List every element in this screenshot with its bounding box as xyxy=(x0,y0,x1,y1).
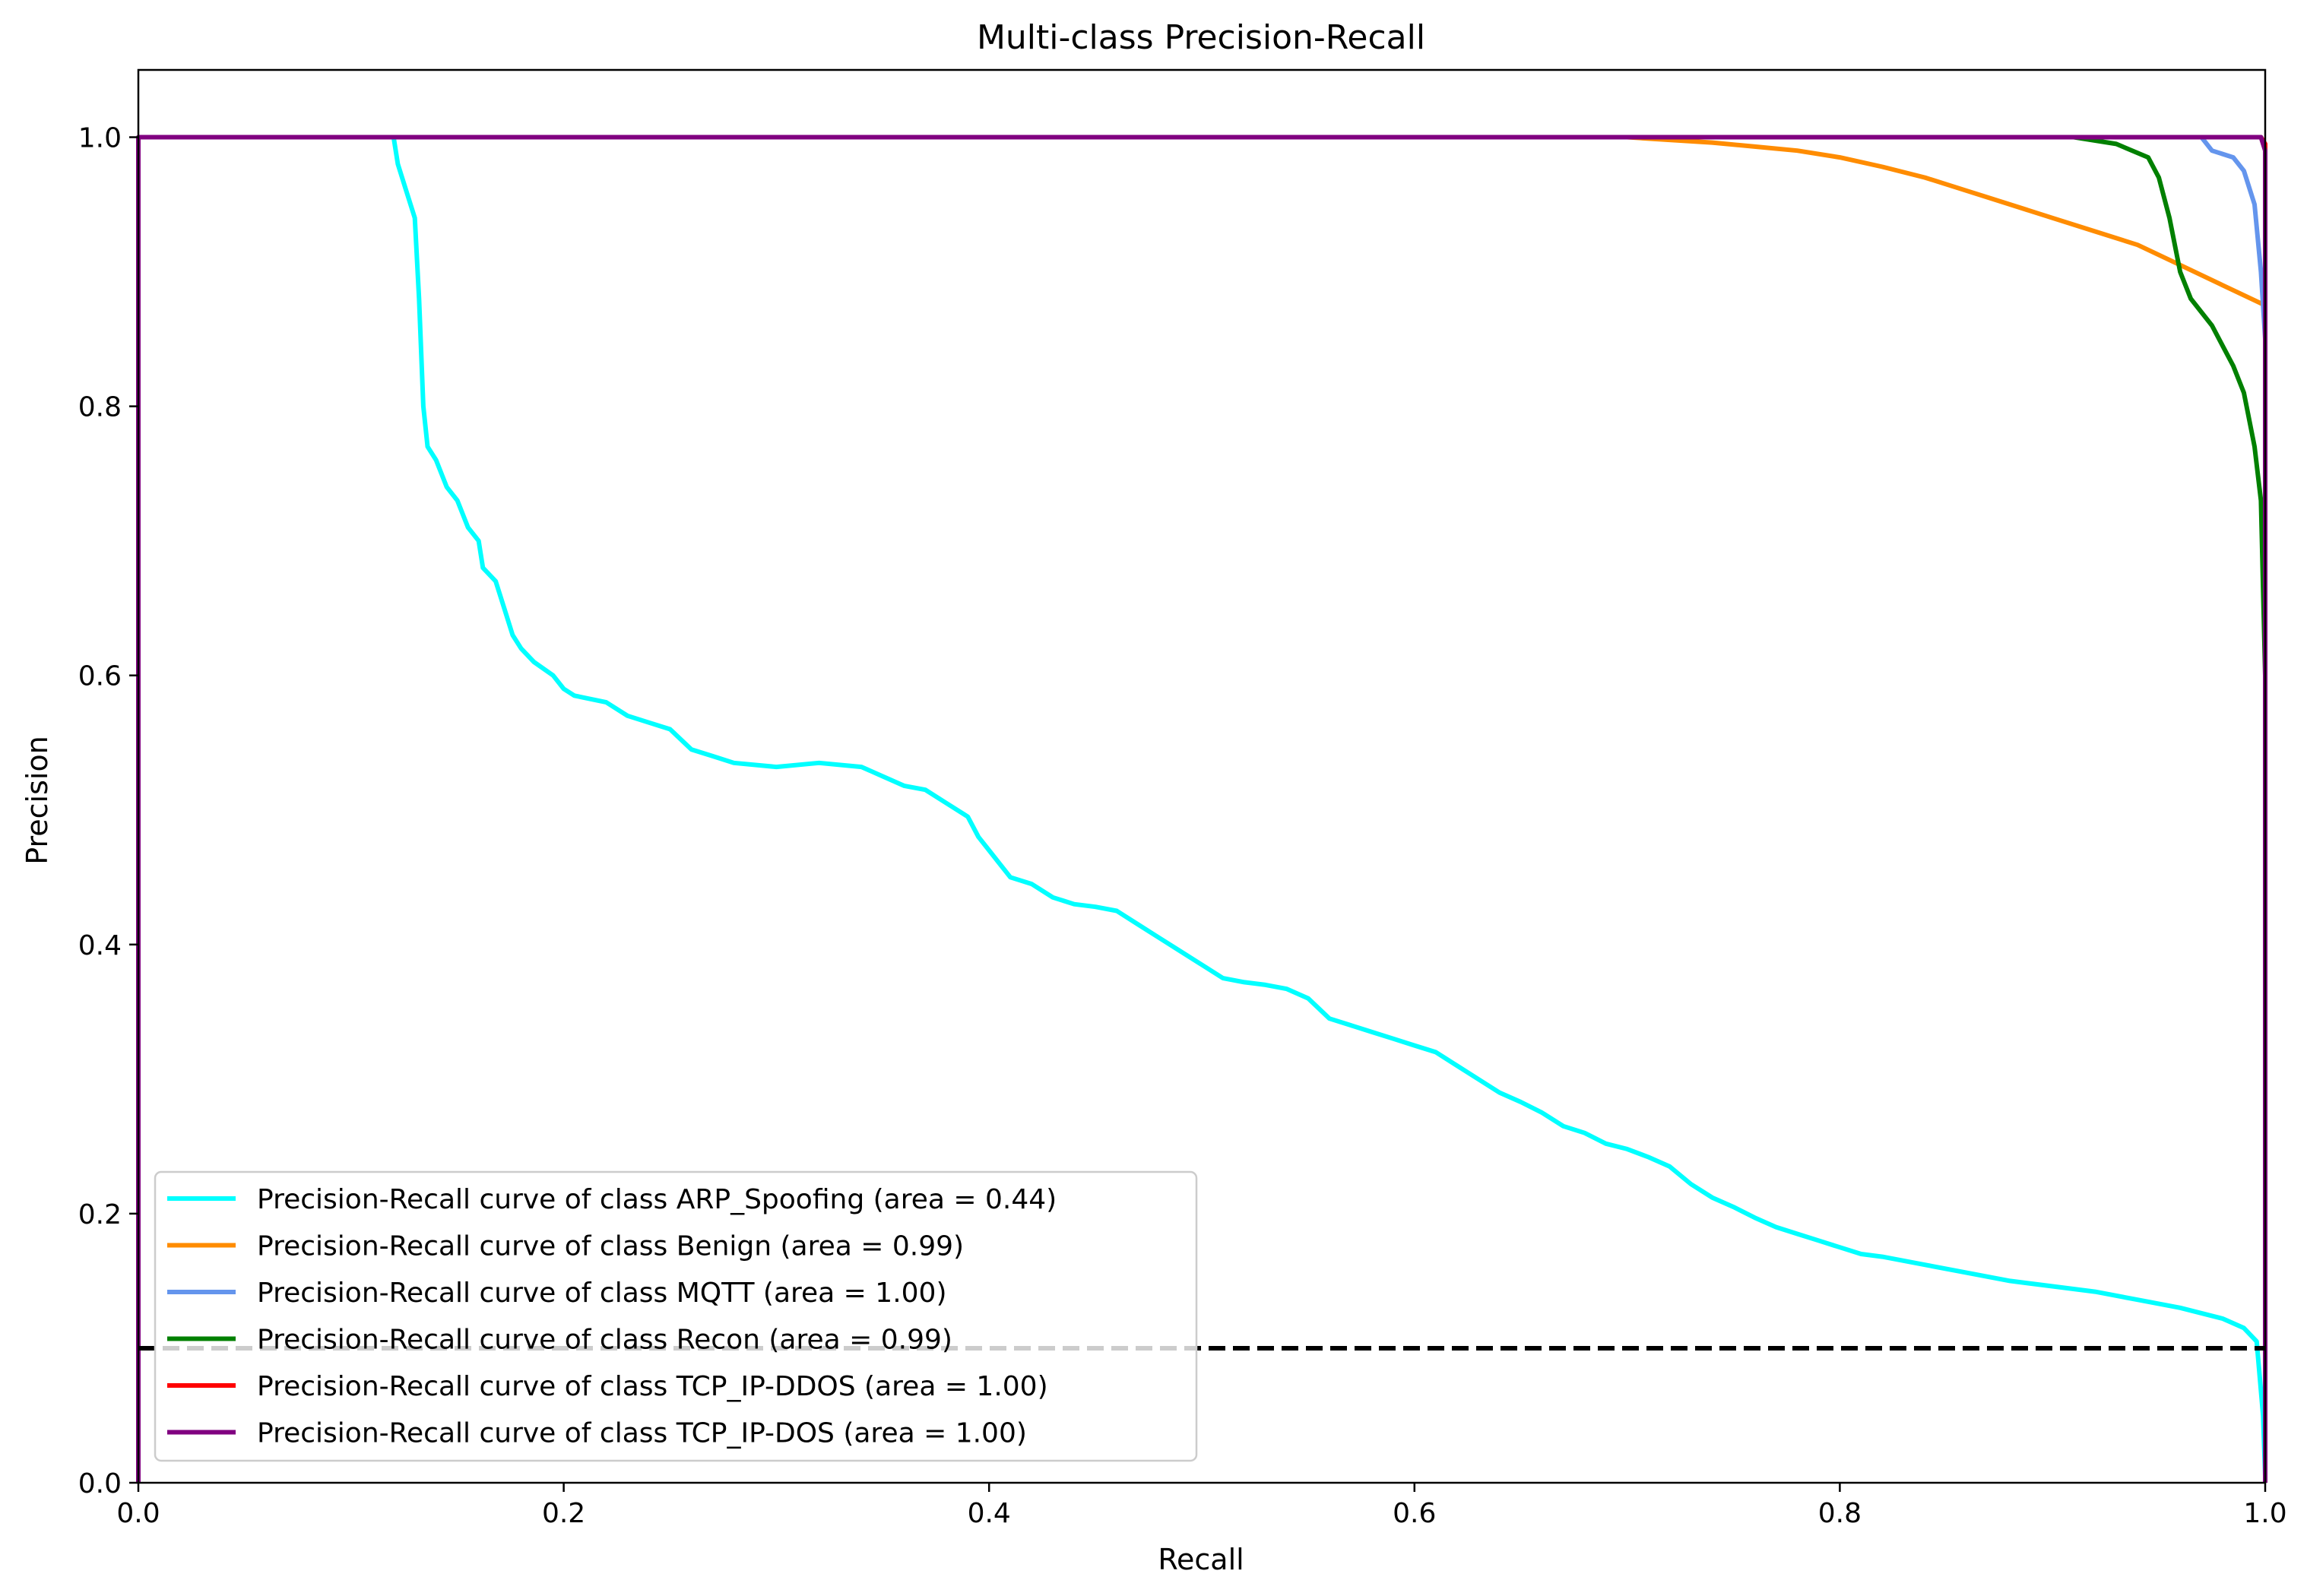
y-tick-label-5: 1.0 xyxy=(78,123,122,154)
legend: Precision-Recall curve of class ARP_Spoo… xyxy=(154,1170,1198,1462)
x-tick-label-1: 0.2 xyxy=(542,1498,585,1529)
legend-label-3: Precision-Recall curve of class Recon (a… xyxy=(257,1325,952,1356)
y-tick-label-1: 0.2 xyxy=(78,1199,122,1230)
axes-frame xyxy=(137,68,2267,1484)
series-line-3 xyxy=(138,135,2267,1483)
y-tick-label-0: 0.0 xyxy=(78,1468,122,1499)
x-tick-label-3: 0.6 xyxy=(1393,1498,1436,1529)
legend-label-1: Precision-Recall curve of class Benign (… xyxy=(257,1231,964,1262)
y-tick-label-3: 0.6 xyxy=(78,661,122,692)
x-tick-label-4: 0.8 xyxy=(1818,1498,1862,1529)
legend-label-4: Precision-Recall curve of class TCP_IP-D… xyxy=(257,1371,1048,1402)
x-tick-label-5: 1.0 xyxy=(2243,1498,2286,1529)
chart-title: Multi-class Precision-Recall xyxy=(977,18,1425,57)
x-axis-label: Recall xyxy=(1158,1543,1244,1576)
x-tick-label-0: 0.0 xyxy=(116,1498,160,1529)
y-tick-label-2: 0.4 xyxy=(78,930,122,961)
legend-label-5: Precision-Recall curve of class TCP_IP-D… xyxy=(257,1418,1027,1449)
y-axis-label: Precision xyxy=(21,736,54,865)
legend-box xyxy=(154,1170,1198,1462)
series-line-1 xyxy=(138,135,2267,308)
axes: 0.0 0.2 0.4 0.6 0.8 1.0 0.0 0.2 0.4 0.6 0.8 1.0 xyxy=(78,68,2287,1529)
x-tick-label-2: 0.4 xyxy=(968,1498,1011,1529)
series-line-0 xyxy=(138,135,2267,1477)
y-tick-label-4: 0.8 xyxy=(78,392,122,423)
legend-label-2: Precision-Recall curve of class MQTT (ar… xyxy=(257,1278,947,1309)
legend-label-0: Precision-Recall curve of class ARP_Spoo… xyxy=(257,1184,1057,1215)
